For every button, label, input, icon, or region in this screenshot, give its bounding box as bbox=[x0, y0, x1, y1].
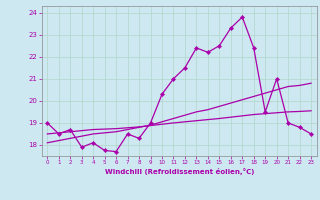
X-axis label: Windchill (Refroidissement éolien,°C): Windchill (Refroidissement éolien,°C) bbox=[105, 168, 254, 175]
